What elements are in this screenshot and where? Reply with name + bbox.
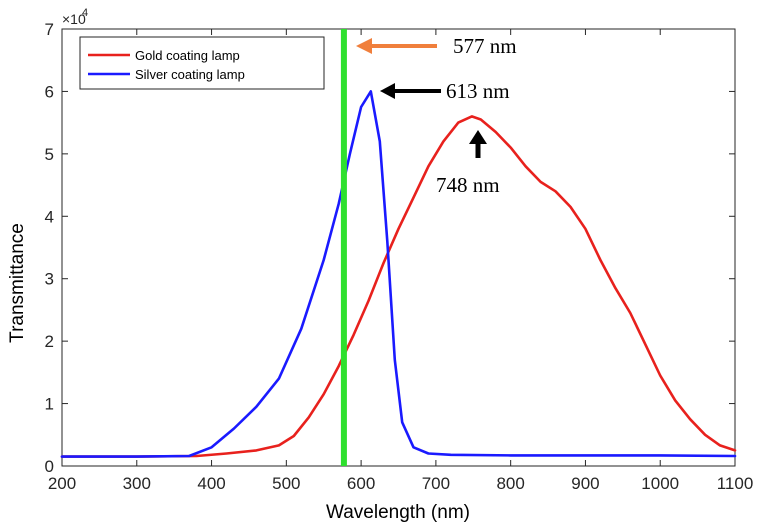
- y-tick-label: 4: [45, 207, 54, 226]
- legend-label-silver: Silver coating lamp: [135, 67, 245, 82]
- y-tick-label: 2: [45, 332, 54, 351]
- arrow-613-head: [380, 83, 395, 99]
- x-tick-label: 400: [197, 474, 225, 493]
- y-tick-label: 7: [45, 20, 54, 39]
- y-tick-label: 6: [45, 82, 54, 101]
- x-tick-label: 1100: [717, 474, 754, 493]
- y-tick-labels: 0 1 2 3 4 5 6 7: [45, 20, 54, 476]
- axis-ticks: [61, 28, 736, 467]
- x-tick-label: 200: [48, 474, 76, 493]
- y-axis-title: Transmittance: [7, 223, 28, 343]
- annotation-613-label: 613 nm: [446, 79, 510, 103]
- legend-box: [79, 36, 325, 90]
- series-line-gold: [60, 115, 737, 458]
- x-tick-label: 600: [347, 474, 375, 493]
- arrow-748-head: [469, 130, 487, 144]
- y-tick-label: 0: [45, 457, 54, 476]
- y-tick-label: 5: [45, 145, 54, 164]
- x-tick-label: 800: [496, 474, 524, 493]
- x-tick-label: 1000: [641, 474, 679, 493]
- series-layer: [60, 90, 737, 458]
- arrow-577-head: [356, 38, 372, 54]
- x-tick-labels: 200 300 400 500 600 700 800 900 1000 1100: [48, 474, 753, 493]
- x-tick-label: 700: [422, 474, 450, 493]
- annotation-577-label: 577 nm: [453, 34, 517, 58]
- x-axis-title: Wavelength (nm): [326, 502, 470, 523]
- legend: Gold coating lamp Silver coating lamp: [79, 36, 325, 90]
- legend-label-gold: Gold coating lamp: [135, 48, 240, 63]
- annotation-613: 613 nm: [380, 79, 510, 103]
- y-exponent-power: 4: [82, 7, 88, 19]
- annotation-748: 748 nm: [436, 130, 500, 197]
- x-tick-label: 900: [571, 474, 599, 493]
- x-tick-label: 300: [123, 474, 151, 493]
- series-line-silver: [60, 90, 737, 458]
- annotation-577: 577 nm: [356, 34, 517, 58]
- y-tick-label: 1: [45, 395, 54, 414]
- x-tick-label: 500: [272, 474, 300, 493]
- y-tick-label: 3: [45, 270, 54, 289]
- annotation-748-label: 748 nm: [436, 173, 500, 197]
- y-exponent-base: ×10: [62, 11, 86, 27]
